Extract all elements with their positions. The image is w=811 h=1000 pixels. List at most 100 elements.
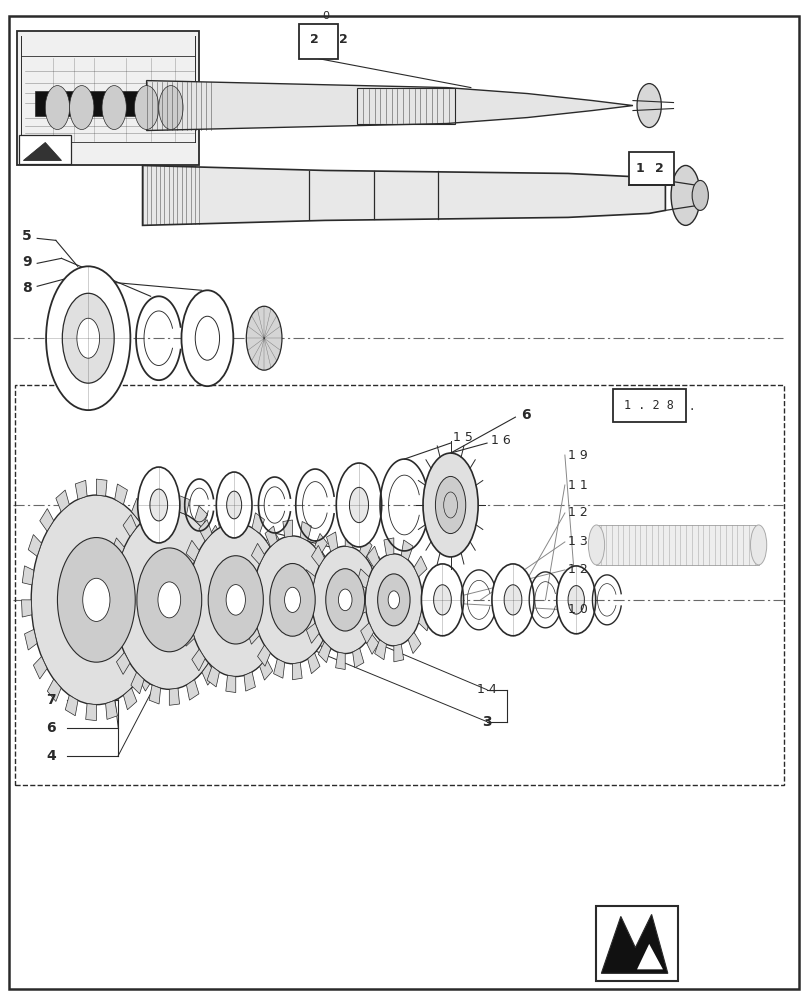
Polygon shape <box>366 633 379 654</box>
Bar <box>596 525 757 565</box>
Polygon shape <box>147 81 633 131</box>
Text: 2: 2 <box>339 33 348 46</box>
Ellipse shape <box>670 165 699 225</box>
Text: 6: 6 <box>521 408 530 422</box>
Text: 1 1: 1 1 <box>568 479 587 492</box>
Ellipse shape <box>504 585 521 615</box>
Polygon shape <box>325 555 337 575</box>
Polygon shape <box>260 659 272 680</box>
Ellipse shape <box>102 86 127 130</box>
Polygon shape <box>107 628 119 648</box>
Ellipse shape <box>377 574 410 626</box>
Polygon shape <box>300 522 311 541</box>
Polygon shape <box>111 538 124 559</box>
Polygon shape <box>601 914 667 973</box>
Polygon shape <box>360 623 373 644</box>
Polygon shape <box>97 479 107 496</box>
Ellipse shape <box>311 546 378 654</box>
Polygon shape <box>131 672 144 694</box>
Polygon shape <box>159 615 170 634</box>
Ellipse shape <box>491 564 534 636</box>
Polygon shape <box>421 584 431 600</box>
Ellipse shape <box>159 86 182 130</box>
Text: 1 7: 1 7 <box>329 563 349 576</box>
Polygon shape <box>75 480 87 499</box>
Text: 1 2: 1 2 <box>568 563 587 576</box>
Polygon shape <box>114 484 127 505</box>
Polygon shape <box>24 142 62 160</box>
Polygon shape <box>105 567 116 586</box>
Ellipse shape <box>150 489 167 521</box>
Polygon shape <box>244 672 255 691</box>
Polygon shape <box>282 584 293 600</box>
Polygon shape <box>86 704 97 721</box>
Ellipse shape <box>423 453 478 557</box>
Text: 4: 4 <box>46 749 56 763</box>
Polygon shape <box>123 688 137 710</box>
Text: .: . <box>689 399 693 413</box>
Polygon shape <box>156 550 168 570</box>
Polygon shape <box>257 645 270 666</box>
Ellipse shape <box>556 566 595 634</box>
Text: 3: 3 <box>482 715 491 729</box>
Ellipse shape <box>70 86 94 130</box>
Ellipse shape <box>181 290 233 386</box>
Ellipse shape <box>365 554 422 646</box>
Ellipse shape <box>336 463 381 547</box>
Polygon shape <box>199 520 212 541</box>
Text: 1 2: 1 2 <box>568 506 587 519</box>
Polygon shape <box>302 600 312 615</box>
Ellipse shape <box>77 318 100 358</box>
Ellipse shape <box>435 476 466 534</box>
Polygon shape <box>139 668 152 691</box>
Polygon shape <box>331 584 341 600</box>
Polygon shape <box>207 666 219 687</box>
Polygon shape <box>352 648 363 668</box>
Text: 1 0: 1 0 <box>568 603 587 616</box>
Ellipse shape <box>45 86 70 130</box>
Polygon shape <box>355 600 366 616</box>
Ellipse shape <box>158 582 180 618</box>
Ellipse shape <box>252 536 332 664</box>
Polygon shape <box>345 530 354 548</box>
Ellipse shape <box>83 578 109 621</box>
Polygon shape <box>356 569 369 588</box>
Polygon shape <box>161 583 171 600</box>
Polygon shape <box>105 700 118 719</box>
Polygon shape <box>264 526 277 547</box>
Text: 8: 8 <box>22 281 32 295</box>
Ellipse shape <box>433 585 451 615</box>
Bar <box>612 389 684 422</box>
Polygon shape <box>408 632 420 654</box>
Text: 1 6: 1 6 <box>491 434 510 447</box>
Polygon shape <box>208 525 222 547</box>
Polygon shape <box>151 643 165 665</box>
Ellipse shape <box>338 589 352 611</box>
Bar <box>35 91 174 116</box>
Polygon shape <box>326 532 337 551</box>
Bar <box>19 135 71 164</box>
Polygon shape <box>266 529 280 551</box>
Text: 1 9: 1 9 <box>568 449 587 462</box>
Text: 1 5: 1 5 <box>371 556 391 569</box>
Polygon shape <box>24 629 37 650</box>
Polygon shape <box>374 640 386 660</box>
Polygon shape <box>219 552 231 572</box>
Polygon shape <box>637 944 662 969</box>
Polygon shape <box>242 600 253 615</box>
Polygon shape <box>303 570 315 588</box>
Polygon shape <box>47 679 61 701</box>
Ellipse shape <box>269 564 315 636</box>
Text: 6: 6 <box>46 721 56 735</box>
Polygon shape <box>56 490 69 512</box>
Ellipse shape <box>325 569 364 631</box>
Polygon shape <box>320 635 333 656</box>
Polygon shape <box>139 500 152 520</box>
Ellipse shape <box>137 548 201 652</box>
Text: 2: 2 <box>310 33 319 46</box>
Ellipse shape <box>135 86 159 130</box>
Ellipse shape <box>349 487 368 523</box>
Polygon shape <box>414 556 427 577</box>
Bar <box>17 31 199 165</box>
Polygon shape <box>335 652 345 670</box>
